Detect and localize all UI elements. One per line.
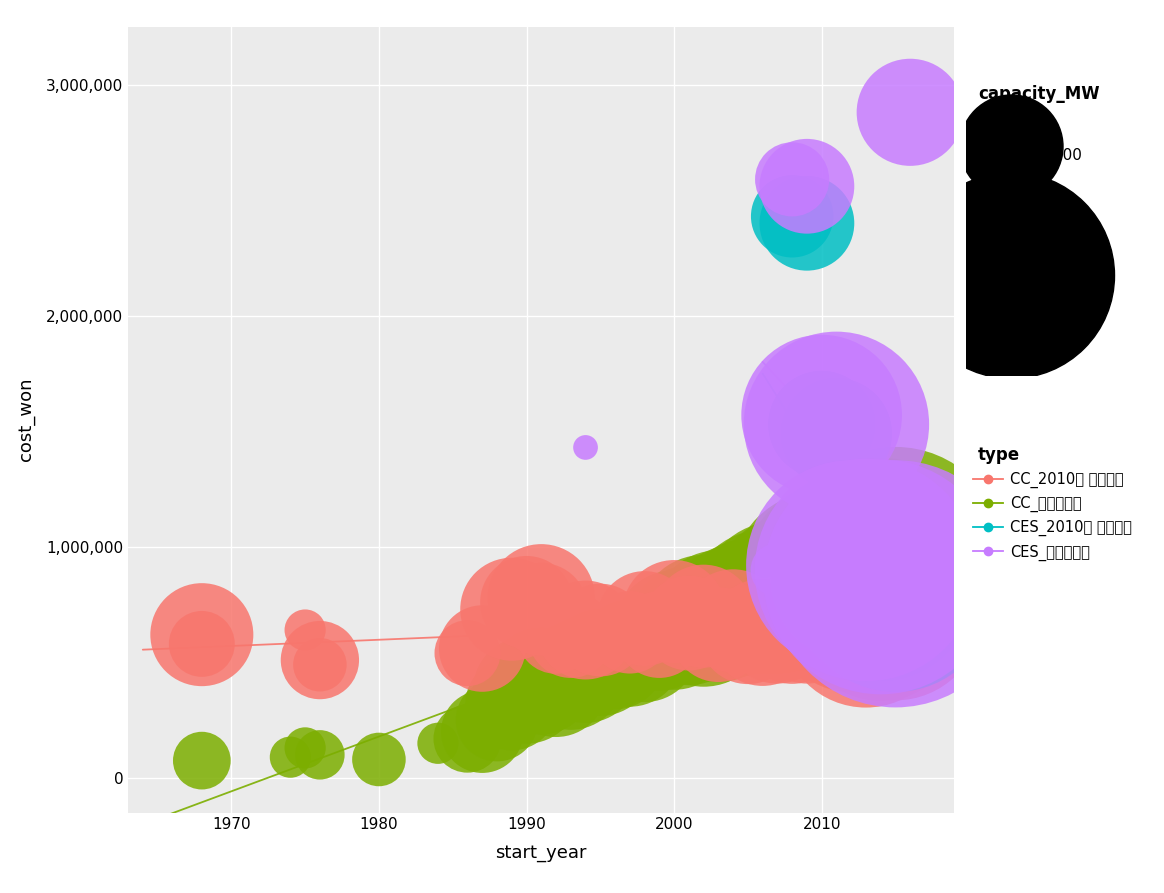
Point (797, 623, 816, 638)
Point (636, 641, 654, 655)
Point (797, 216, 816, 230)
Point (842, 558, 860, 572)
Point (665, 605, 683, 619)
Point (828, 567, 846, 581)
Point (709, 628, 728, 642)
Point (768, 623, 787, 638)
Point (739, 628, 758, 642)
Point (783, 172, 802, 187)
Point (812, 628, 831, 642)
Point (886, 606, 904, 621)
Point (694, 613, 712, 628)
Point (561, 669, 580, 683)
Point (724, 613, 743, 628)
Point (192, 628, 211, 642)
Point (311, 653, 329, 667)
Point (576, 623, 595, 638)
Point (311, 747, 329, 762)
Point (576, 440, 595, 455)
Text: 500: 500 (1055, 147, 1083, 163)
Legend: CC_2010년 불변가격, CC_정산서기준, CES_2010년 불변가격, CES_정산서기준: CC_2010년 불변가격, CC_정산서기준, CES_2010년 불변가격,… (973, 472, 1131, 561)
Point (1001, 268, 1020, 282)
Point (694, 609, 712, 623)
Point (370, 752, 389, 766)
Point (192, 637, 211, 651)
Point (842, 563, 860, 577)
Point (857, 563, 875, 577)
X-axis label: start_year: start_year (496, 844, 587, 862)
Point (857, 616, 875, 630)
Point (886, 577, 904, 591)
Point (901, 105, 920, 120)
Point (650, 632, 668, 647)
Point (857, 574, 875, 588)
Point (872, 612, 890, 626)
Point (503, 602, 521, 616)
Point (886, 586, 904, 600)
Point (281, 750, 299, 764)
Point (753, 625, 772, 639)
Point (459, 646, 477, 660)
Point (428, 736, 447, 750)
Point (576, 663, 595, 677)
Point (797, 581, 816, 596)
Point (768, 563, 787, 577)
Point (296, 741, 314, 755)
Point (547, 679, 566, 693)
Point (532, 590, 551, 605)
Point (517, 595, 535, 609)
Point (828, 417, 846, 431)
Point (605, 651, 624, 665)
Text: type: type (978, 446, 1020, 464)
Point (680, 618, 698, 632)
Point (812, 417, 831, 431)
Text: capacity_MW: capacity_MW (978, 85, 1099, 103)
Point (650, 628, 668, 642)
Point (783, 209, 802, 223)
Point (783, 625, 802, 639)
Point (473, 724, 491, 739)
Point (724, 605, 743, 619)
Point (1001, 139, 1020, 154)
Point (768, 590, 787, 605)
Point (709, 609, 728, 623)
Point (532, 673, 551, 688)
Point (812, 574, 831, 588)
Point (842, 606, 860, 621)
Point (591, 623, 610, 638)
Point (828, 427, 846, 441)
Point (591, 655, 610, 670)
Point (488, 713, 506, 727)
Point (872, 581, 890, 596)
Point (857, 558, 875, 572)
Point (547, 628, 566, 642)
Point (311, 657, 329, 672)
Point (620, 646, 639, 660)
Text: 1000: 1000 (1055, 276, 1093, 291)
Point (503, 697, 521, 711)
Point (783, 586, 802, 600)
Point (459, 731, 477, 746)
Point (828, 606, 846, 621)
Point (872, 570, 890, 584)
Point (296, 623, 314, 638)
Point (842, 572, 860, 587)
Y-axis label: cost_won: cost_won (16, 378, 35, 462)
Point (886, 549, 904, 563)
Point (739, 600, 758, 614)
Point (532, 602, 551, 616)
Point (753, 595, 772, 609)
Point (797, 179, 816, 194)
Point (192, 754, 211, 768)
Point (872, 554, 890, 568)
Point (620, 625, 639, 639)
Point (561, 628, 580, 642)
Point (665, 623, 683, 638)
Point (812, 408, 831, 422)
Point (680, 616, 698, 630)
Point (517, 683, 535, 697)
Point (636, 612, 654, 626)
Point (473, 641, 491, 655)
